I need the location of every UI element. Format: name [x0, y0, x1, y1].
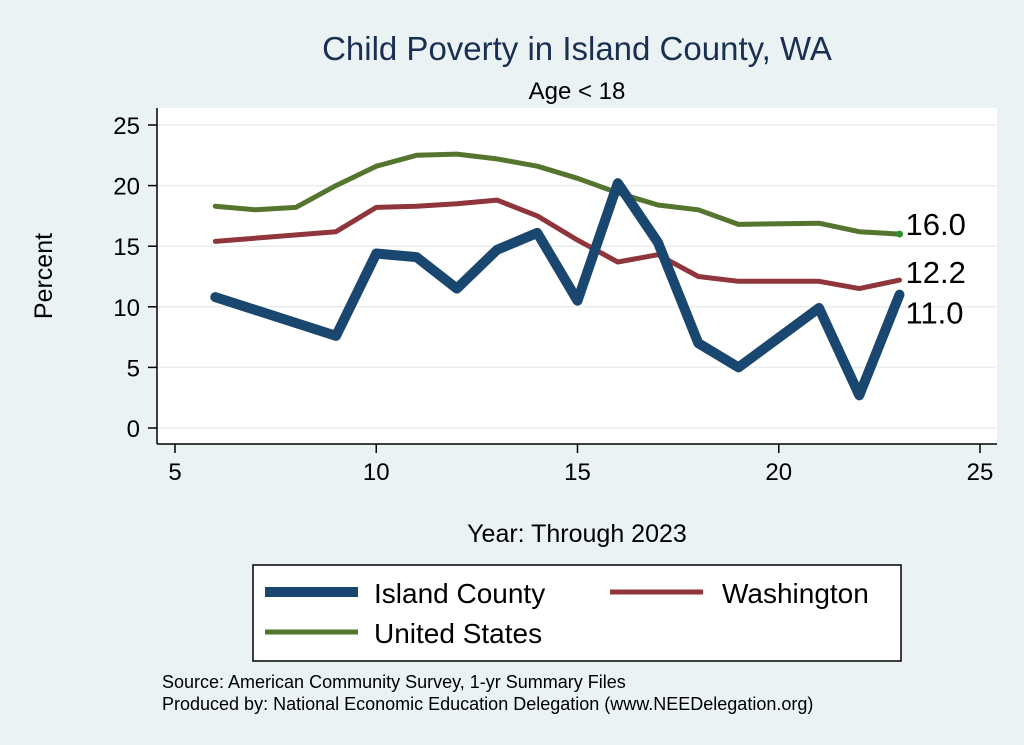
y-axis-title: Percent — [30, 233, 58, 319]
y-tick-label: 15 — [113, 234, 140, 261]
chart-subtitle: Age < 18 — [529, 78, 626, 105]
y-axis-ticks: 0 5 10 15 20 25 — [113, 113, 157, 443]
end-label-washington: 12.2 — [906, 255, 966, 290]
x-tick-label: 20 — [765, 459, 792, 486]
plot-area — [157, 108, 997, 444]
producer-note: Produced by: National Economic Education… — [162, 694, 813, 714]
x-axis-title: Year: Through 2023 — [467, 520, 687, 548]
legend-label-washington: Washington — [722, 578, 869, 609]
end-label-island-county: 11.0 — [906, 296, 964, 331]
source-note: Source: American Community Survey, 1-yr … — [162, 672, 626, 692]
series-line-washington — [212, 197, 902, 292]
x-tick-label: 10 — [363, 459, 390, 486]
end-labels: 16.0 12.2 11.0 — [906, 207, 966, 331]
x-axis-ticks: 5 10 15 20 25 — [168, 444, 993, 486]
end-marker-united-states — [896, 230, 903, 238]
y-tick-label: 25 — [113, 113, 140, 140]
legend-label-united-states: United States — [374, 618, 542, 649]
series-line-island-county — [210, 178, 905, 401]
end-label-united-states: 16.0 — [906, 207, 966, 242]
y-tick-label: 20 — [113, 174, 140, 201]
legend-label-island-county: Island County — [374, 578, 545, 609]
chart-title: Child Poverty in Island County, WA — [322, 30, 832, 67]
x-tick-label: 15 — [564, 459, 591, 486]
y-tick-label: 5 — [127, 355, 140, 382]
gridlines — [158, 124, 997, 429]
y-tick-label: 10 — [113, 295, 140, 322]
series-group — [210, 151, 905, 401]
legend-box — [252, 564, 902, 662]
y-tick-label: 0 — [127, 416, 140, 443]
x-tick-label: 25 — [967, 459, 994, 486]
x-tick-label: 5 — [168, 459, 181, 486]
series-line-united-states — [212, 151, 902, 237]
